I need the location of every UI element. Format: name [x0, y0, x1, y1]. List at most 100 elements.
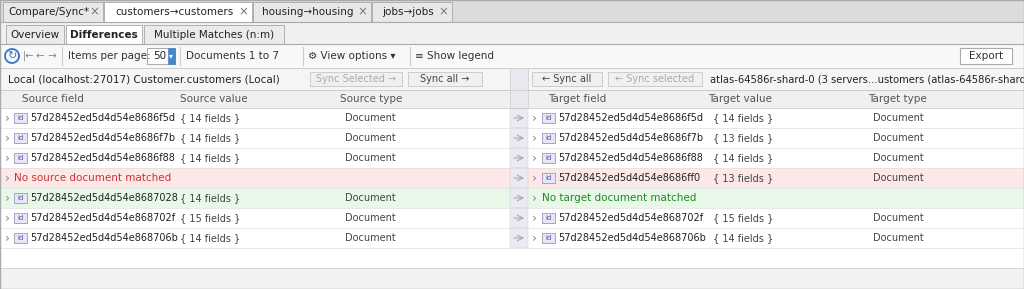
Bar: [528, 168, 1024, 188]
Text: 57d28452ed5d4d54e8686f5d: 57d28452ed5d4d54e8686f5d: [30, 113, 175, 123]
Text: 57d28452ed5d4d54e8686f88: 57d28452ed5d4d54e8686f88: [558, 153, 702, 163]
Text: 50: 50: [153, 51, 166, 61]
Bar: [104, 2, 252, 22]
Text: Document: Document: [873, 133, 924, 143]
Text: ›: ›: [5, 231, 10, 244]
Bar: [510, 208, 528, 228]
Bar: [310, 72, 402, 86]
Bar: [542, 233, 555, 243]
Text: Source value: Source value: [180, 94, 248, 104]
Text: ×: ×: [238, 5, 248, 18]
Text: |←: |←: [23, 51, 34, 61]
Text: id: id: [546, 135, 552, 141]
Text: Document: Document: [873, 113, 924, 123]
Text: Local (localhost:27017) Customer.customers (Local): Local (localhost:27017) Customer.custome…: [8, 74, 280, 84]
Bar: [0, 0, 1024, 22]
Text: 57d28452ed5d4d54e8686f7b: 57d28452ed5d4d54e8686f7b: [558, 133, 703, 143]
Bar: [510, 90, 528, 108]
Bar: [14, 153, 27, 163]
Bar: [14, 233, 27, 243]
Text: Target type: Target type: [868, 94, 927, 104]
Bar: [510, 168, 528, 188]
Bar: [510, 148, 528, 168]
Bar: [0, 248, 1024, 268]
Text: Target value: Target value: [708, 94, 772, 104]
Text: { 15 fields }: { 15 fields }: [713, 213, 773, 223]
Text: customers→customers: customers→customers: [115, 7, 233, 17]
Text: atlas-64586r-shard-0 (3 servers...ustomers (atlas-64586r-shard-0): atlas-64586r-shard-0 (3 servers...ustome…: [710, 74, 1024, 84]
Text: Document: Document: [345, 153, 395, 163]
Bar: [0, 228, 510, 248]
Bar: [0, 68, 1024, 90]
Text: 57d28452ed5d4d54e8686f7b: 57d28452ed5d4d54e8686f7b: [30, 133, 175, 143]
Text: Multiple Matches (n:m): Multiple Matches (n:m): [154, 29, 274, 40]
Text: ›: ›: [5, 212, 10, 225]
Bar: [528, 228, 1024, 248]
Text: 57d28452ed5d4d54e8686f88: 57d28452ed5d4d54e8686f88: [30, 153, 175, 163]
Text: id: id: [17, 135, 24, 141]
Text: 57d28452ed5d4d54e868702f: 57d28452ed5d4d54e868702f: [558, 213, 703, 223]
Text: ›: ›: [532, 212, 537, 225]
Text: ← Sync selected: ← Sync selected: [615, 74, 694, 84]
Text: 57d28452ed5d4d54e8686f5d: 57d28452ed5d4d54e8686f5d: [558, 113, 703, 123]
Bar: [510, 108, 528, 128]
Bar: [528, 188, 1024, 208]
Text: Document: Document: [873, 233, 924, 243]
Text: Export: Export: [969, 51, 1004, 61]
Bar: [14, 213, 27, 223]
Text: ≡ Show legend: ≡ Show legend: [415, 51, 494, 61]
Text: id: id: [546, 155, 552, 161]
Text: { 14 fields }: { 14 fields }: [713, 233, 773, 243]
Text: { 13 fields }: { 13 fields }: [713, 173, 773, 183]
Text: ⚙ View options ▾: ⚙ View options ▾: [308, 51, 395, 61]
Bar: [510, 188, 528, 208]
Bar: [528, 148, 1024, 168]
Bar: [542, 173, 555, 183]
Bar: [0, 208, 510, 228]
Text: ×: ×: [89, 5, 99, 18]
Bar: [3, 2, 103, 22]
Text: Differences: Differences: [70, 29, 138, 40]
Bar: [372, 2, 452, 22]
Text: 57d28452ed5d4d54e868706b: 57d28452ed5d4d54e868706b: [30, 233, 178, 243]
Text: Document: Document: [873, 213, 924, 223]
Text: ›: ›: [5, 151, 10, 164]
Text: Document: Document: [345, 193, 395, 203]
Bar: [14, 193, 27, 203]
Bar: [253, 2, 371, 22]
Bar: [542, 113, 555, 123]
Text: id: id: [17, 215, 24, 221]
Text: Source field: Source field: [22, 94, 84, 104]
Bar: [0, 22, 1024, 44]
Text: ×: ×: [438, 5, 447, 18]
Text: 57d28452ed5d4d54e8687028: 57d28452ed5d4d54e8687028: [30, 193, 178, 203]
Text: id: id: [546, 215, 552, 221]
Bar: [14, 133, 27, 143]
Text: id: id: [546, 115, 552, 121]
Text: ›: ›: [5, 171, 10, 184]
Text: ↻: ↻: [7, 51, 16, 61]
Text: ▾: ▾: [169, 51, 173, 60]
Text: Document: Document: [345, 113, 395, 123]
Text: id: id: [17, 115, 24, 121]
Text: No target document matched: No target document matched: [542, 193, 696, 203]
Bar: [408, 72, 482, 86]
Bar: [542, 213, 555, 223]
Text: Document: Document: [873, 173, 924, 183]
Bar: [510, 68, 528, 90]
Text: Compare/Sync*: Compare/Sync*: [8, 7, 89, 17]
Bar: [510, 228, 528, 248]
Text: Sync Selected →: Sync Selected →: [316, 74, 396, 84]
Text: id: id: [17, 195, 24, 201]
Bar: [528, 208, 1024, 228]
Text: id: id: [546, 175, 552, 181]
Bar: [147, 48, 175, 64]
Text: 57d28452ed5d4d54e8686ff0: 57d28452ed5d4d54e8686ff0: [558, 173, 700, 183]
Text: { 14 fields }: { 14 fields }: [180, 153, 241, 163]
Text: Items per page:: Items per page:: [68, 51, 151, 61]
Bar: [0, 148, 510, 168]
Text: ›: ›: [532, 131, 537, 144]
Text: ×: ×: [357, 5, 367, 18]
Text: { 15 fields }: { 15 fields }: [180, 213, 241, 223]
Text: Sync all →: Sync all →: [420, 74, 470, 84]
